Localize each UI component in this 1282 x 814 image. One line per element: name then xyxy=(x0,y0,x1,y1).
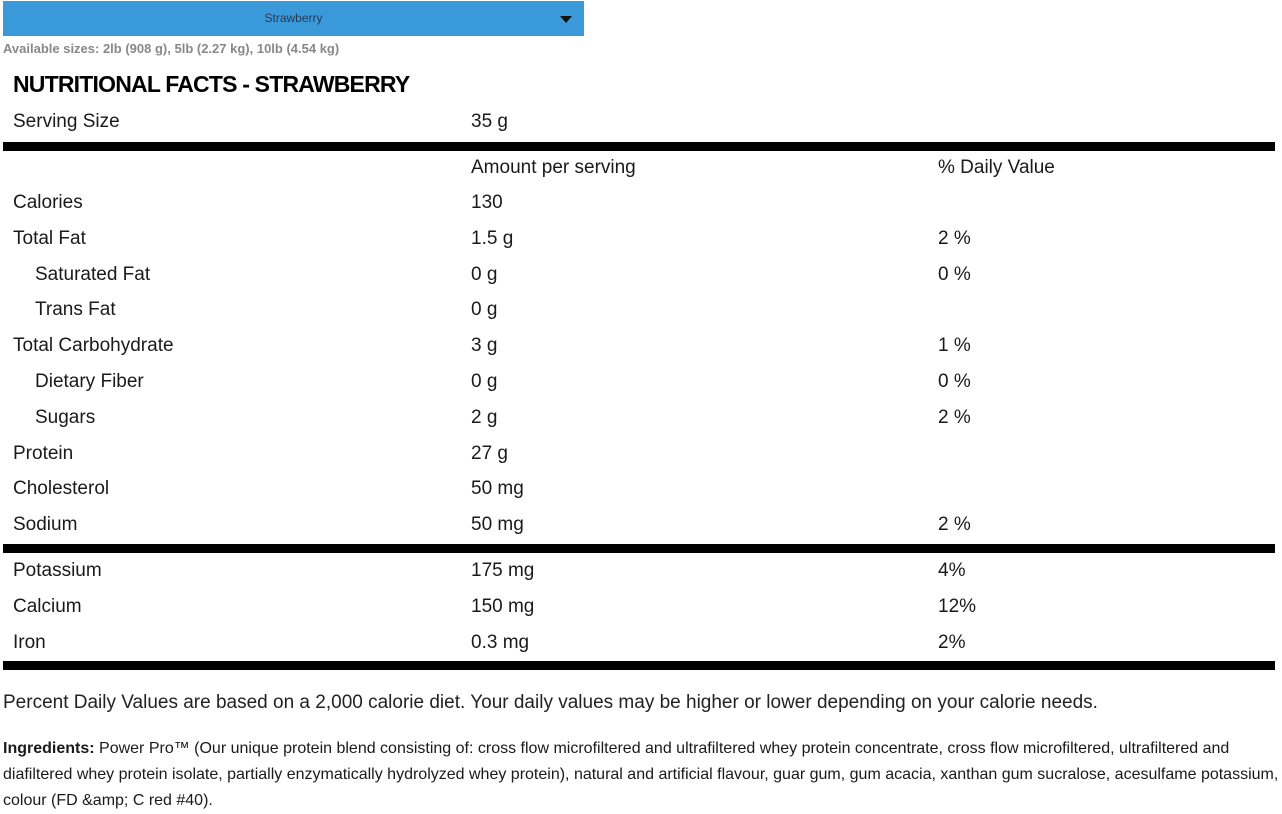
nutrient-name: Calcium xyxy=(13,595,82,617)
nutrient-amount: 175 mg xyxy=(471,560,535,581)
nutrient-amount: 50 mg xyxy=(471,514,524,536)
nutrient-name: Protein xyxy=(13,442,74,464)
nutrient-daily-value: 2 % xyxy=(938,227,971,249)
nutrient-amount: 0 g xyxy=(471,299,498,321)
available-sizes: Available sizes: 2lb (908 g), 5lb (2.27 … xyxy=(3,41,340,56)
nutrient-amount: 2 g xyxy=(471,406,498,428)
nutrient-amount: 130 xyxy=(471,192,503,213)
nutrient-daily-value: 0 % xyxy=(938,263,971,285)
nutrient-name: Calories xyxy=(13,192,83,213)
nutrient-amount: 150 mg xyxy=(471,595,535,617)
footnote: Percent Daily Values are based on a 2,00… xyxy=(3,692,1098,713)
nutrient-name: Saturated Fat xyxy=(35,263,151,285)
nutrient-daily-value: 12% xyxy=(938,595,977,617)
serving-label: Serving Size xyxy=(13,111,120,132)
nutrient-amount: 1.5 g xyxy=(471,227,514,249)
nutrient-daily-value: 0 % xyxy=(938,371,971,392)
flavor-dropdown[interactable]: Strawberry xyxy=(3,1,584,36)
nutrient-amount: 3 g xyxy=(471,335,498,357)
ingredients: Ingredients: Power Pro™ (Our unique prot… xyxy=(3,736,1282,814)
nutrient-amount: 0 g xyxy=(471,371,498,392)
ingredients-text: Power Pro™ (Our unique protein blend con… xyxy=(3,740,1279,809)
nutrient-name: Sodium xyxy=(13,514,78,536)
nutrient-daily-value: 4% xyxy=(938,560,966,581)
divider-bar xyxy=(3,142,1275,151)
ingredients-label: Ingredients: xyxy=(3,740,95,757)
nutrient-daily-value: 2 % xyxy=(938,406,971,428)
column-header: % Daily Value xyxy=(938,157,1055,178)
nutrient-amount: 27 g xyxy=(471,442,508,464)
facts-title: NUTRITIONAL FACTS - STRAWBERRY xyxy=(13,71,410,97)
nutrient-name: Trans Fat xyxy=(35,299,116,321)
dropdown-arrow xyxy=(560,16,572,23)
serving-amount: 35 g xyxy=(471,111,508,132)
nutrient-daily-value: 2 % xyxy=(938,514,971,536)
divider-bar xyxy=(3,661,1275,670)
nutrient-amount: 0 g xyxy=(471,263,498,285)
nutrient-daily-value: 1 % xyxy=(938,335,971,357)
nutrient-name: Cholesterol xyxy=(13,478,110,500)
nutrient-name: Total Carbohydrate xyxy=(13,335,174,357)
dropdown-value: Strawberry xyxy=(264,11,323,25)
nutrient-daily-value: 2% xyxy=(938,631,966,653)
nutrient-name: Potassium xyxy=(13,560,102,581)
nutrient-name: Sugars xyxy=(35,406,96,428)
nutrient-name: Total Fat xyxy=(13,227,86,249)
nutrient-name: Iron xyxy=(13,631,46,653)
divider-bar xyxy=(3,544,1275,553)
nutrient-amount: 50 mg xyxy=(471,478,524,500)
nutrient-amount: 0.3 mg xyxy=(471,631,530,653)
nutrient-name: Dietary Fiber xyxy=(35,371,144,392)
column-header: Amount per serving xyxy=(471,157,636,178)
